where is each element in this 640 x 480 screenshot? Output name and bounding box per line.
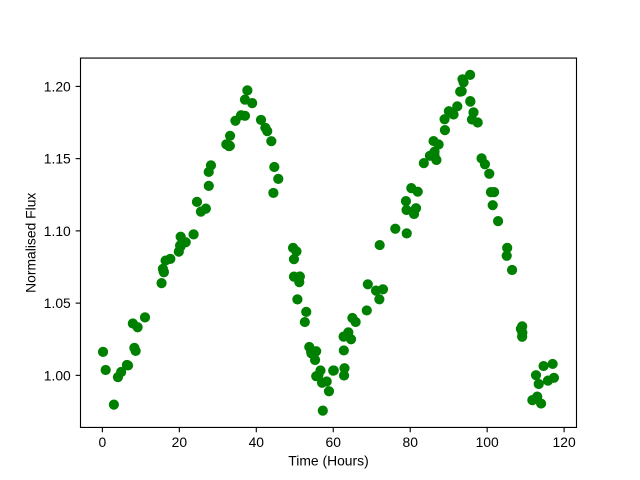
svg-text:40: 40: [249, 434, 265, 450]
svg-text:100: 100: [476, 434, 499, 450]
svg-text:1.00: 1.00: [44, 367, 71, 383]
svg-text:Time (Hours): Time (Hours): [288, 453, 368, 469]
svg-text:80: 80: [402, 434, 418, 450]
svg-text:Normalised Flux: Normalised Flux: [22, 193, 38, 293]
svg-text:1.05: 1.05: [44, 295, 71, 311]
svg-text:0: 0: [99, 434, 107, 450]
svg-text:20: 20: [172, 434, 188, 450]
svg-text:60: 60: [326, 434, 342, 450]
svg-text:1.20: 1.20: [44, 78, 71, 94]
svg-text:120: 120: [553, 434, 576, 450]
svg-text:1.10: 1.10: [44, 223, 71, 239]
svg-text:1.15: 1.15: [44, 151, 71, 167]
